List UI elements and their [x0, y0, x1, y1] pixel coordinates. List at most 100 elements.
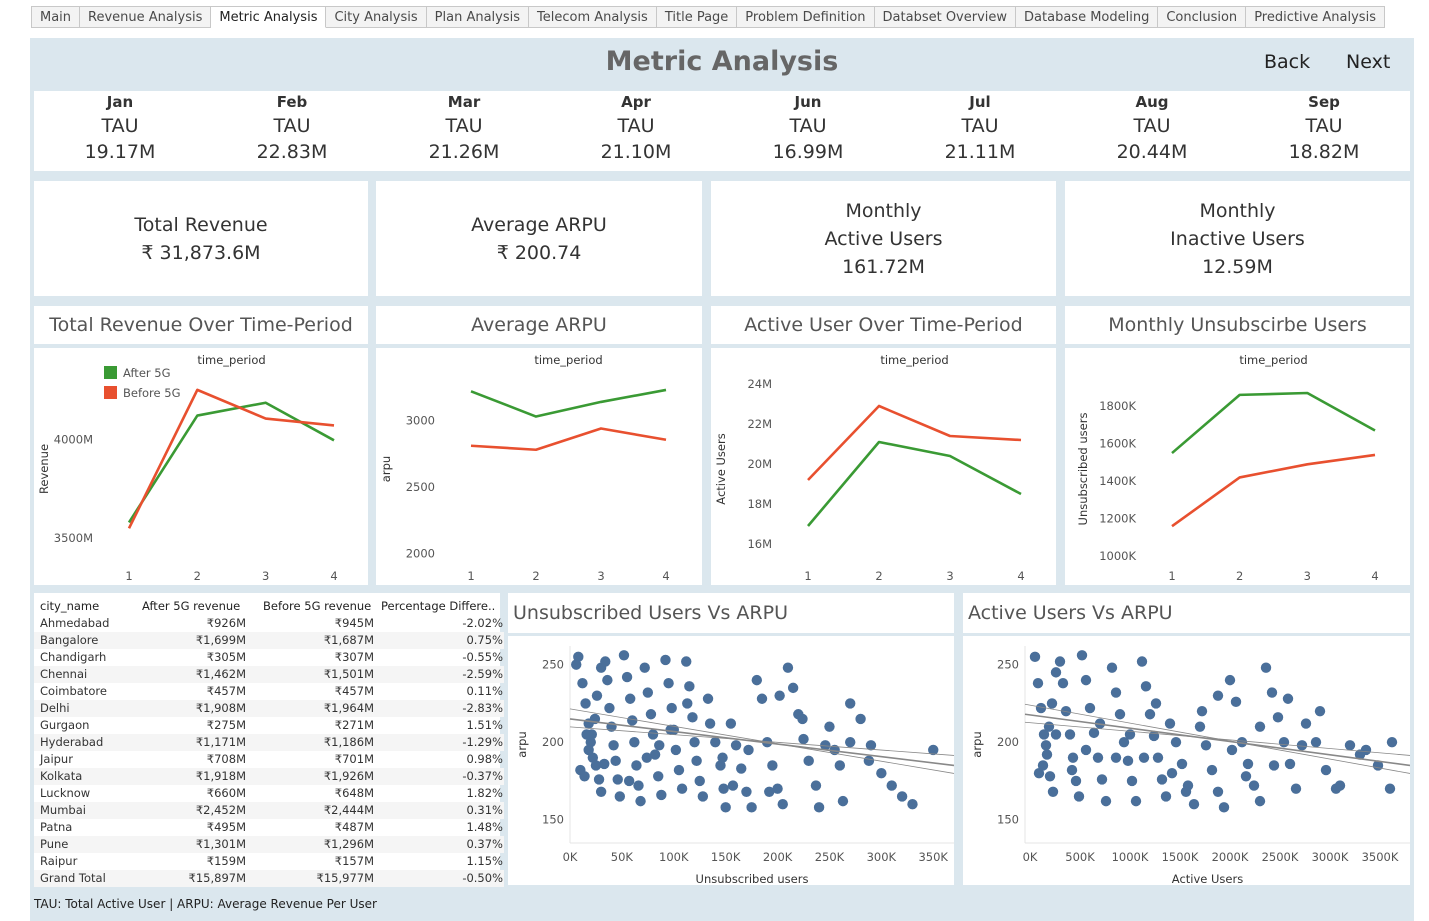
scatter-point[interactable]	[741, 786, 752, 798]
scatter-point[interactable]	[1254, 721, 1266, 732]
scatter-point[interactable]	[1114, 709, 1126, 720]
scatter-point[interactable]	[635, 795, 646, 807]
scatter-point[interactable]	[876, 767, 887, 779]
scatter-point[interactable]	[1212, 690, 1224, 701]
scatter-point[interactable]	[682, 698, 693, 709]
scatter-point[interactable]	[1070, 775, 1082, 787]
scatter-point[interactable]	[1088, 727, 1100, 739]
scatter-point[interactable]	[1037, 760, 1049, 771]
scatter-point[interactable]	[1260, 662, 1272, 673]
tab-database-modeling[interactable]: Database Modeling	[1016, 7, 1159, 28]
scatter-point[interactable]	[829, 744, 840, 756]
scatter-point[interactable]	[653, 771, 664, 782]
table-row[interactable]: Mumbai ₹2,452M ₹2,444M 0.31%	[34, 802, 504, 819]
scatter-point[interactable]	[1156, 774, 1168, 785]
scatter-point[interactable]	[1212, 786, 1224, 798]
scatter-point[interactable]	[1050, 667, 1062, 678]
scatter-point[interactable]	[600, 656, 611, 667]
scatter-point[interactable]	[743, 744, 754, 756]
series-line-after-5g[interactable]	[470, 388, 667, 418]
scatter-point[interactable]	[666, 702, 677, 714]
scatter-point[interactable]	[642, 687, 654, 698]
scatter-point[interactable]	[1100, 795, 1112, 807]
scatter-point[interactable]	[591, 690, 603, 701]
scatter-point[interactable]	[1138, 752, 1150, 763]
scatter-point[interactable]	[1386, 736, 1398, 748]
scatter-point[interactable]	[1170, 736, 1182, 748]
scatter-point[interactable]	[1066, 764, 1078, 776]
scatter-point[interactable]	[855, 713, 866, 725]
scatter-point[interactable]	[673, 764, 685, 776]
scatter-point[interactable]	[1092, 752, 1104, 763]
scatter-point[interactable]	[1076, 650, 1088, 661]
scatter-point[interactable]	[865, 740, 877, 751]
scatter-point[interactable]	[777, 799, 788, 810]
scatter-point[interactable]	[624, 693, 636, 704]
scatter-point[interactable]	[1032, 678, 1044, 689]
scatter-point[interactable]	[727, 780, 739, 791]
scatter-point[interactable]	[1118, 736, 1130, 748]
scatter-point[interactable]	[1180, 786, 1192, 798]
series-line-before-5g[interactable]	[807, 404, 1022, 481]
scatter-point[interactable]	[756, 693, 768, 704]
scatter-point[interactable]	[670, 744, 682, 756]
scatter-point[interactable]	[676, 783, 688, 794]
scatter-point[interactable]	[639, 662, 650, 673]
scatter-point[interactable]	[1296, 740, 1308, 751]
scatter-point[interactable]	[1334, 780, 1346, 791]
scatter-point[interactable]	[834, 760, 846, 771]
scatter-point[interactable]	[1236, 736, 1248, 748]
scatter-point[interactable]	[787, 682, 799, 694]
scatter-point[interactable]	[1268, 760, 1280, 771]
scatter-point[interactable]	[1290, 783, 1302, 794]
scatter-point[interactable]	[774, 690, 785, 701]
table-row[interactable]: Raipur ₹159M ₹157M 1.15%	[34, 853, 504, 870]
scatter-point[interactable]	[618, 650, 630, 661]
scatter-point[interactable]	[1320, 764, 1332, 776]
scatter-point[interactable]	[813, 802, 825, 813]
scatter-point[interactable]	[649, 749, 661, 760]
series-line-after-5g[interactable]	[127, 401, 335, 524]
tab-databset-overview[interactable]: Databset Overview	[874, 7, 1017, 28]
scatter-point[interactable]	[1164, 718, 1176, 729]
scatter-point[interactable]	[1226, 744, 1238, 756]
scatter-point[interactable]	[1176, 758, 1188, 770]
table-row[interactable]: Coimbatore ₹457M ₹457M 0.11%	[34, 683, 504, 700]
scatter-point[interactable]	[1200, 740, 1212, 751]
scatter-point[interactable]	[629, 736, 640, 748]
scatter-point[interactable]	[660, 654, 671, 666]
scatter-point[interactable]	[641, 752, 652, 763]
scatter-point[interactable]	[654, 740, 665, 751]
scatter-point[interactable]	[704, 718, 716, 729]
scatter-point[interactable]	[1080, 744, 1092, 756]
scatter-point[interactable]	[1384, 783, 1396, 794]
scatter-point[interactable]	[1272, 712, 1284, 723]
scatter-point[interactable]	[1242, 758, 1254, 770]
trend-line[interactable]	[1024, 713, 1411, 767]
scatter-point[interactable]	[1282, 693, 1294, 704]
scatter-point[interactable]	[1310, 736, 1322, 748]
scatter-point[interactable]	[1064, 729, 1076, 740]
scatter-point[interactable]	[608, 740, 619, 751]
table-row[interactable]: Lucknow ₹660M ₹648M 1.82%	[34, 785, 504, 802]
scatter-point[interactable]	[751, 674, 763, 686]
table-row[interactable]: Gurgaon ₹275M ₹271M 1.51%	[34, 717, 504, 734]
scatter-point[interactable]	[656, 789, 667, 801]
scatter-point[interactable]	[720, 802, 731, 813]
scatter-point[interactable]	[581, 729, 592, 740]
scatter-point[interactable]	[710, 736, 721, 748]
scatter-point[interactable]	[665, 724, 676, 735]
series-line-before-5g[interactable]	[470, 427, 667, 452]
scatter-point[interactable]	[928, 744, 939, 756]
scatter-point[interactable]	[1044, 771, 1056, 782]
scatter-point[interactable]	[896, 791, 908, 802]
scatter-point[interactable]	[602, 674, 613, 686]
series-line-after-5g[interactable]	[807, 440, 1022, 527]
scatter-point[interactable]	[631, 760, 642, 771]
scatter-point[interactable]	[623, 775, 635, 787]
scatter-point[interactable]	[599, 758, 610, 770]
scatter-point[interactable]	[689, 736, 700, 748]
scatter-point[interactable]	[1096, 774, 1108, 785]
table-row[interactable]: Chennai ₹1,462M ₹1,501M -2.59%	[34, 666, 504, 683]
scatter-point[interactable]	[612, 774, 623, 785]
